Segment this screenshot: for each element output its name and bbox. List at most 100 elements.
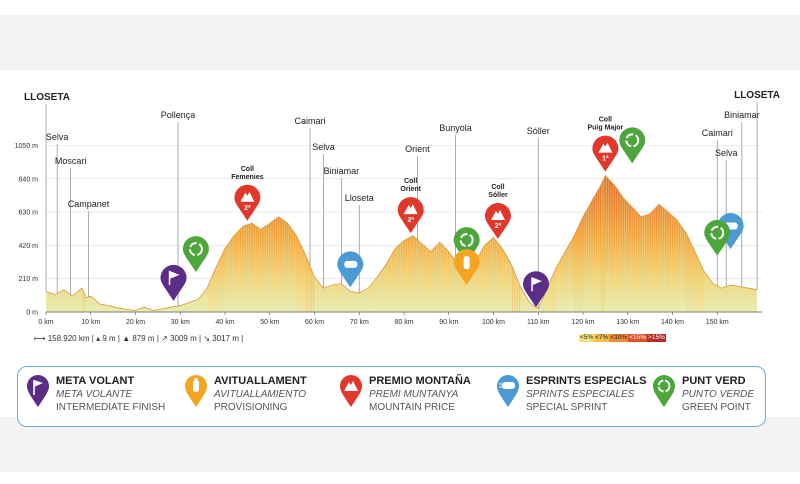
pin-shape (182, 236, 209, 273)
stats-row: ⟼ 158.920 km | ▴ 9 m | ▲ 879 m | ↗ 3009 … (34, 334, 244, 343)
climb-category-label: 2ª (407, 217, 414, 224)
top-band (0, 15, 800, 70)
stat-min-alt: 9 m (102, 334, 116, 343)
recycle-icon (710, 225, 725, 240)
x-tick-label: 90 km (439, 319, 458, 326)
x-tick-label: 140 km (661, 319, 684, 326)
legend-es: SPRINTS ESPECIALES (526, 389, 635, 400)
gradient-legend-item: <10% (609, 334, 629, 342)
place-label: Sóller (527, 126, 550, 136)
distance-icon: ⟼ (34, 334, 46, 343)
min-altitude-icon: ▴ (96, 334, 101, 343)
gradient-legend-item: >15% (647, 334, 666, 342)
place-label: Pollença (161, 110, 196, 120)
x-tick-label: 120 km (572, 319, 595, 326)
x-tick-label: 50 km (260, 319, 279, 326)
premio-montana-pin: 1ª (592, 135, 619, 172)
place-label: Orient (405, 144, 430, 154)
punt-verd-pin (619, 127, 646, 164)
legend-en: PROVISIONING (214, 402, 288, 413)
x-tick-label: 20 km (126, 319, 145, 326)
climb-title-label: Coll (491, 184, 504, 191)
elevation-area (46, 175, 758, 312)
mountain-icon (403, 204, 418, 215)
legend-en: MOUNTAIN PRICE (369, 402, 455, 413)
place-label: Caimari (702, 128, 733, 138)
climb-name-label: Femenies (231, 174, 263, 181)
bottle-icon (463, 256, 470, 270)
x-tick-label: 10 km (81, 319, 100, 326)
stat-climb-up: 3009 m (170, 334, 197, 343)
elevation-line (45, 174, 758, 311)
punt-verd-pin (704, 219, 731, 256)
pin-shape (397, 197, 424, 234)
y-tick-label: 840 m (19, 176, 39, 183)
avituallament-bottle-icon (185, 375, 207, 407)
climb-category-label: 2ª (244, 205, 251, 212)
y-tick-label: 210 m (19, 276, 39, 283)
elevation-profile-chart: 0 m 210 m 420 m 630 m 840 m 1050 m 0 km 10 km 20… (15, 90, 780, 326)
climb-name-label: Orient (400, 186, 421, 193)
mountain-icon (240, 191, 255, 202)
climb-name-label: Sóller (488, 192, 508, 199)
recycle-icon (625, 133, 640, 148)
esprints-pin (337, 251, 364, 288)
climb-title-label: Coll (241, 166, 254, 173)
legend-es: AVITUALLAMIENTO (214, 389, 307, 400)
pin-shape (160, 264, 187, 301)
stat-climb-down: 3017 m (212, 334, 239, 343)
x-tick-label: 0 km (38, 319, 53, 326)
mountain-icon (598, 142, 613, 153)
esprints-sprint-icon (497, 375, 519, 407)
place-label: LLOSETA (24, 92, 70, 103)
x-tick-label: 30 km (171, 319, 190, 326)
place-label: Selva (312, 142, 335, 152)
climb-title-label: Coll (599, 117, 612, 124)
meta-volant-pin (160, 264, 187, 301)
place-label: Biniamar (724, 110, 760, 120)
gradient-legend: <5% <7% <10% <15% >15% (579, 334, 666, 342)
max-altitude-icon: ▲ (122, 334, 131, 343)
place-label: Selva (715, 148, 738, 158)
legend-es: META VOLANTE (56, 389, 133, 400)
climb-down-icon: ↘ (203, 334, 211, 343)
pin-shape (234, 184, 261, 221)
legend-title: AVITUALLAMENT (214, 375, 307, 387)
legend-title: PUNT VERD (682, 375, 746, 387)
premio-montana-pin: 2ª (397, 197, 424, 234)
legend-box: META VOLANT META VOLANTE INTERMEDIATE FINI… (17, 366, 766, 427)
x-tick-label: 40 km (215, 319, 234, 326)
place-label: Bunyola (439, 123, 472, 133)
premio-montana-mountain-icon (340, 375, 362, 407)
legend-en: INTERMEDIATE FINISH (56, 402, 166, 413)
place-label: Lloseta (345, 193, 374, 203)
gradient-legend-item: <15% (628, 334, 648, 342)
pin-shape (337, 251, 364, 288)
legend-es: PUNTO VERDE (682, 389, 755, 400)
pin-shape (704, 219, 731, 256)
recycle-icon (188, 242, 203, 257)
place-label: Biniamar (324, 166, 360, 176)
pin-shape (484, 203, 511, 240)
legend-en: SPECIAL SPRINT (526, 402, 608, 413)
x-tick-label: 130 km (616, 319, 639, 326)
x-tick-label: 100 km (482, 319, 505, 326)
gradient-legend-item: <5% (579, 334, 595, 342)
x-tick-label: 70 km (350, 319, 369, 326)
place-label: Caimari (295, 116, 326, 126)
stat-distance: 158.920 km (47, 334, 90, 343)
place-label: Selva (46, 132, 69, 142)
punt-verd-pin (453, 227, 480, 264)
sprint-icon (344, 260, 358, 268)
premio-montana-pin: 2ª (484, 203, 511, 240)
x-tick-label: 150 km (706, 319, 729, 326)
legend-title: META VOLANT (56, 375, 135, 387)
climb-up-icon: ↗ (161, 334, 168, 343)
climb-category-label: 2ª (495, 223, 502, 230)
meta-volant-pin (523, 271, 550, 308)
pin-shape (592, 135, 619, 172)
gradient-legend-item: <7% (594, 334, 610, 342)
climb-title-label: Coll (404, 178, 417, 185)
pin-shape (523, 271, 550, 308)
punt-verd-pin (182, 236, 209, 273)
